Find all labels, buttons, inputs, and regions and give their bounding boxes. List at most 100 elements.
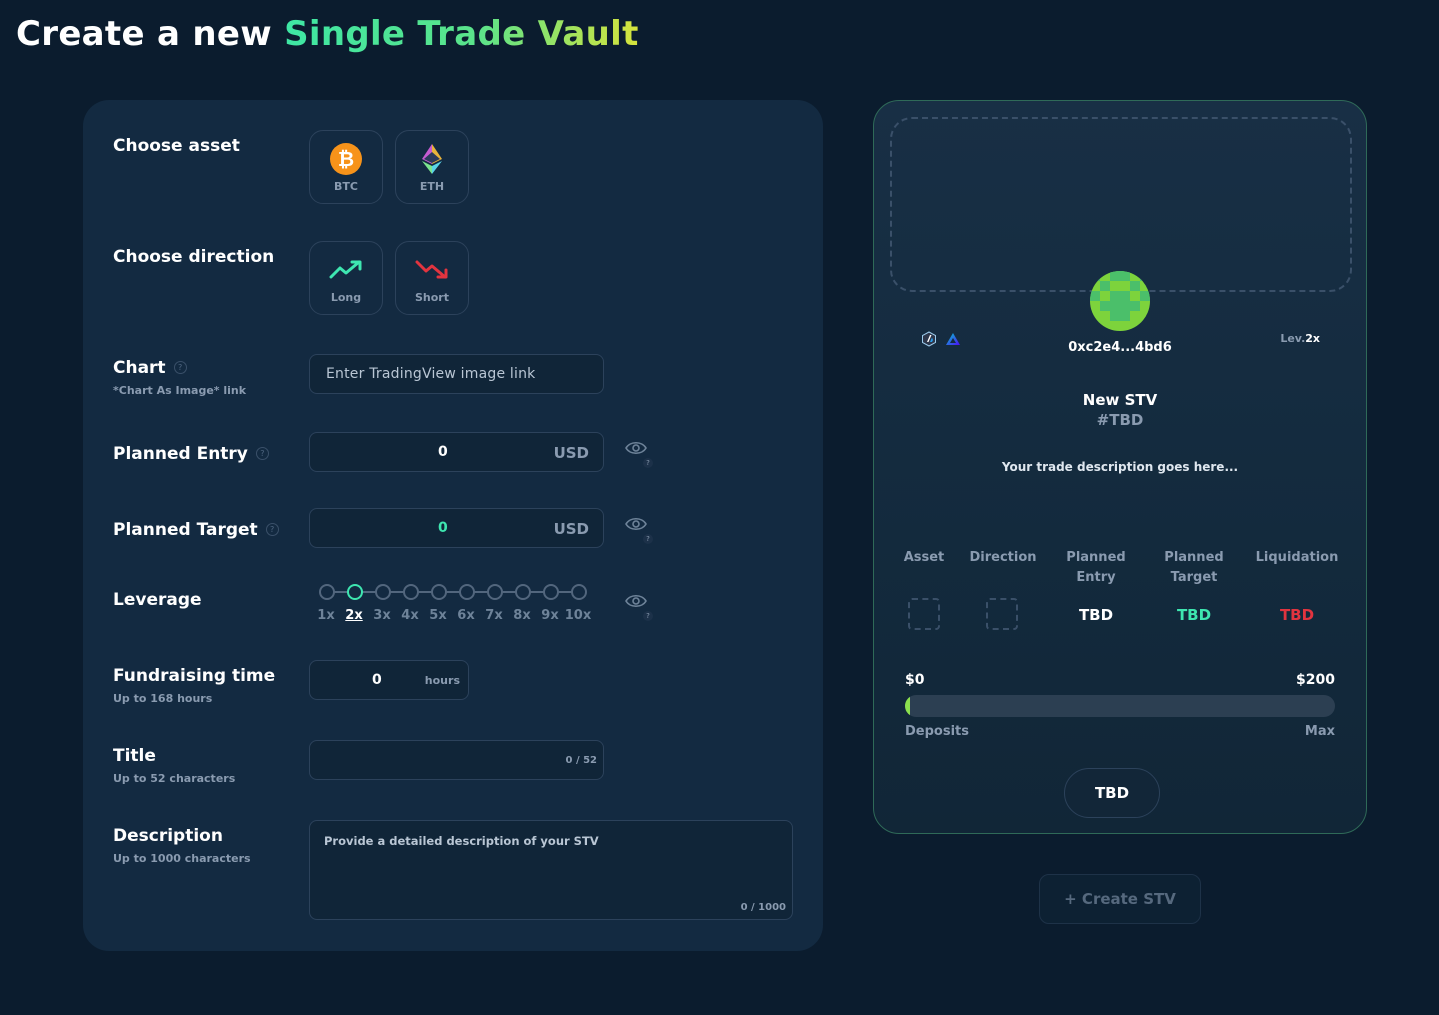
description-label: Description bbox=[113, 826, 223, 846]
col-target-header-line1: Planned bbox=[1164, 550, 1224, 565]
col-entry-header-line2: Entry bbox=[1076, 570, 1116, 585]
stv-form-panel: Choose asset ₿ BTC ETH Choose direction … bbox=[83, 100, 823, 951]
leverage-option-3x-dot[interactable] bbox=[375, 584, 391, 600]
planned-entry-label: Planned Entry? bbox=[113, 444, 269, 464]
fundraising-unit: hours bbox=[424, 674, 460, 687]
title-char-counter: 0 / 52 bbox=[565, 755, 598, 766]
leverage-slider[interactable] bbox=[319, 584, 587, 600]
asset-btc-label: BTC bbox=[334, 180, 358, 193]
choose-direction-label: Choose direction bbox=[113, 247, 275, 267]
leverage-visibility-toggle[interactable]: ? bbox=[625, 593, 653, 621]
fundraising-sublabel: Up to 168 hours bbox=[113, 692, 213, 705]
leverage-option-7x-dot[interactable] bbox=[487, 584, 503, 600]
stv-status-button[interactable]: TBD bbox=[1064, 768, 1160, 818]
leverage-tag: Lev.2x bbox=[1280, 332, 1320, 345]
leverage-option-9x-dot[interactable] bbox=[543, 584, 559, 600]
leverage-option-1x-dot[interactable] bbox=[319, 584, 335, 600]
leverage-option-5x-label[interactable]: 5x bbox=[429, 608, 447, 623]
deposits-current: $0 bbox=[905, 672, 925, 688]
eye-help-icon: ? bbox=[643, 458, 653, 468]
planned-target-help-icon[interactable]: ? bbox=[265, 523, 279, 536]
chart-link-field bbox=[309, 354, 604, 394]
asset-eth-button[interactable]: ETH bbox=[395, 130, 469, 204]
description-sublabel: Up to 1000 characters bbox=[113, 852, 251, 865]
choose-asset-label: Choose asset bbox=[113, 136, 240, 156]
eye-icon bbox=[625, 517, 647, 531]
trend-up-icon bbox=[329, 258, 363, 284]
bitcoin-icon: ₿ bbox=[330, 143, 362, 179]
planned-entry-field[interactable]: 0 USD bbox=[309, 432, 604, 472]
network-icons bbox=[921, 331, 961, 351]
target-value: TBD bbox=[1176, 606, 1212, 624]
entry-value: TBD bbox=[1078, 606, 1114, 624]
leverage-option-10x-label[interactable]: 10x bbox=[564, 608, 592, 623]
direction-long-label: Long bbox=[330, 291, 362, 304]
planned-target-visibility-toggle[interactable]: ? bbox=[625, 516, 653, 544]
leverage-option-4x-dot[interactable] bbox=[403, 584, 419, 600]
col-target-header: Planned Target bbox=[1154, 548, 1234, 588]
leverage-option-1x-label[interactable]: 1x bbox=[317, 608, 335, 623]
direction-long-button[interactable]: Long bbox=[309, 241, 383, 315]
deposits-max: $200 bbox=[1296, 672, 1335, 688]
gmx-icon bbox=[945, 331, 961, 351]
chart-link-input[interactable] bbox=[326, 355, 591, 393]
planned-entry-help-icon[interactable]: ? bbox=[255, 447, 269, 460]
leverage-option-2x-dot[interactable] bbox=[347, 584, 363, 600]
stv-id: #TBD bbox=[1096, 411, 1144, 429]
deposits-label: Deposits bbox=[905, 724, 969, 739]
asset-btc-button[interactable]: ₿ BTC bbox=[309, 130, 383, 204]
ethereum-icon bbox=[421, 143, 443, 179]
leverage-option-7x-label[interactable]: 7x bbox=[485, 608, 503, 623]
deposits-progress-fill bbox=[905, 695, 911, 717]
planned-target-value[interactable]: 0 bbox=[438, 520, 448, 536]
page-title: Create a new Single Trade Vault bbox=[16, 14, 639, 54]
chart-image-placeholder bbox=[890, 117, 1352, 292]
fundraising-value[interactable]: 0 bbox=[372, 672, 382, 688]
chart-label-text: Chart bbox=[113, 358, 166, 378]
eye-help-icon: ? bbox=[643, 534, 653, 544]
stv-preview-card: 0xc2e4...4bd6 Lev.2x New STV #TBD Your t… bbox=[873, 100, 1367, 834]
leverage-option-3x-label[interactable]: 3x bbox=[373, 608, 391, 623]
deposits-progress-bar bbox=[905, 695, 1335, 717]
col-target-header-line2: Target bbox=[1170, 570, 1218, 585]
direction-short-button[interactable]: Short bbox=[395, 241, 469, 315]
stv-name: New STV bbox=[1082, 391, 1158, 409]
col-entry-header: Planned Entry bbox=[1056, 548, 1136, 588]
leverage-option-5x-dot[interactable] bbox=[431, 584, 447, 600]
leverage-option-10x-dot[interactable] bbox=[571, 584, 587, 600]
asset-eth-label: ETH bbox=[419, 180, 445, 193]
leverage-tag-value: 2x bbox=[1305, 332, 1320, 345]
leverage-option-8x-label[interactable]: 8x bbox=[513, 608, 531, 623]
planned-entry-value[interactable]: 0 bbox=[438, 444, 448, 460]
leverage-option-6x-dot[interactable] bbox=[459, 584, 475, 600]
leverage-option-9x-label[interactable]: 9x bbox=[541, 608, 559, 623]
planned-target-label-text: Planned Target bbox=[113, 520, 258, 540]
direction-placeholder bbox=[986, 598, 1018, 630]
leverage-option-4x-label[interactable]: 4x bbox=[401, 608, 419, 623]
description-field: 0 / 1000 bbox=[309, 820, 793, 920]
leverage-option-8x-dot[interactable] bbox=[515, 584, 531, 600]
title-input[interactable] bbox=[324, 741, 554, 779]
leverage-option-6x-label[interactable]: 6x bbox=[457, 608, 475, 623]
asset-placeholder bbox=[908, 598, 940, 630]
manager-address[interactable]: 0xc2e4...4bd6 bbox=[1068, 340, 1172, 355]
planned-entry-visibility-toggle[interactable]: ? bbox=[625, 440, 653, 468]
leverage-track-line bbox=[326, 591, 574, 593]
planned-target-unit: USD bbox=[553, 520, 589, 538]
description-char-counter: 0 / 1000 bbox=[740, 902, 786, 913]
fundraising-label: Fundraising time bbox=[113, 666, 276, 686]
arbitrum-icon bbox=[921, 331, 937, 351]
max-label: Max bbox=[1304, 724, 1335, 739]
eye-icon bbox=[625, 441, 647, 455]
planned-entry-label-text: Planned Entry bbox=[113, 444, 248, 464]
title-field: 0 / 52 bbox=[309, 740, 604, 780]
chart-label: Chart? bbox=[113, 358, 187, 378]
chart-help-icon[interactable]: ? bbox=[173, 361, 187, 374]
title-label: Title bbox=[113, 746, 156, 766]
leverage-option-2x-label[interactable]: 2x bbox=[345, 608, 363, 623]
planned-target-field[interactable]: 0 USD bbox=[309, 508, 604, 548]
fundraising-field[interactable]: 0 hours bbox=[309, 660, 469, 700]
create-stv-button[interactable]: + Create STV bbox=[1039, 874, 1201, 924]
description-textarea[interactable] bbox=[324, 834, 774, 898]
col-liquidation-header: Liquidation bbox=[1255, 550, 1339, 565]
